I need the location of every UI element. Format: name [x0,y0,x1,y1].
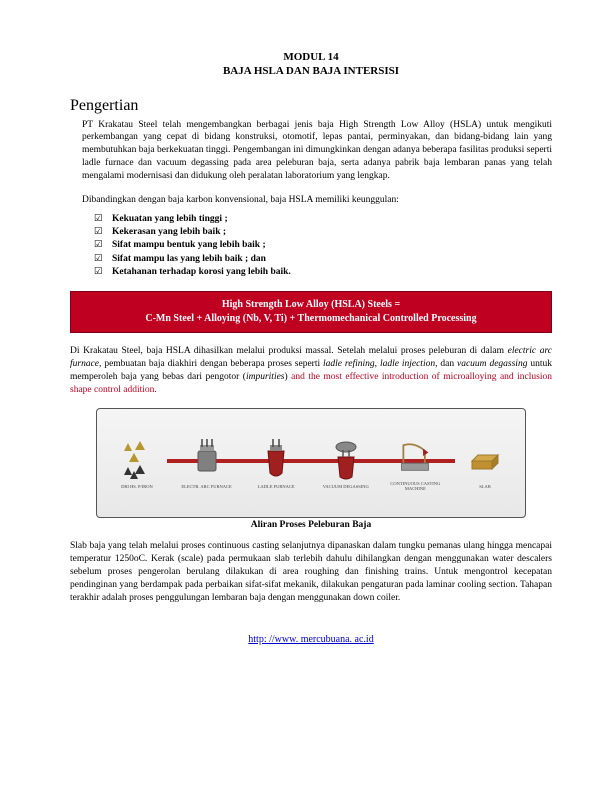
diagram-caption: Aliran Proses Peleburan Baja [70,520,552,530]
module-title: BAJA HSLA DAN BAJA INTERSISI [70,64,552,78]
list-item: Ketahanan terhadap korosi yang lebih bai… [94,266,552,279]
formula-box: High Strength Low Alloy (HSLA) Steels = … [70,291,552,333]
section-title: Pengertian [70,97,552,115]
stage-raw-material: DRI HS. P/IRON [107,437,167,490]
formula-line2: C-Mn Steel + Alloying (Nb, V, Ti) + Ther… [79,312,543,326]
stage-slab: SLAB [455,437,515,490]
stage-vacuum-degassing: VACUUM DEGASSING [316,437,376,490]
ladle-furnace-icon [259,437,293,481]
degassing-icon [329,437,363,481]
slab-paragraph: Slab baja yang telah melalui proses cont… [70,540,552,604]
process-paragraph: Di Krakatau Steel, baja HSLA dihasilkan … [70,345,552,396]
casting-icon [398,434,432,478]
list-item: Kekerasan yang lebih baik ; [94,226,552,239]
list-item: Sifat mampu las yang lebih baik ; dan [94,253,552,266]
process-diagram: DRI HS. P/IRON ELECTR. ARC FURNACE [96,408,526,518]
formula-line1: High Strength Low Alloy (HSLA) Steels = [79,298,543,312]
advantage-list: Kekuatan yang lebih tinggi ; Kekerasan y… [94,213,552,279]
slab-icon [468,437,502,481]
footer-url[interactable]: http: //www. mercubuana. ac.id [248,634,373,645]
process-diagram-wrap: DRI HS. P/IRON ELECTR. ARC FURNACE [70,408,552,518]
footer-link: http: //www. mercubuana. ac.id [70,634,552,645]
stage-ccm: CONTINUOUS CASTING MACHINE [385,434,445,492]
module-number: MODUL 14 [70,50,552,64]
furnace-icon [190,437,224,481]
stage-ladle-furnace: LADLE FURNACE [246,437,306,490]
list-item: Kekuatan yang lebih tinggi ; [94,213,552,226]
lead-line: Dibandingkan dengan baja karbon konvensi… [82,195,552,205]
intro-paragraph: PT Krakatau Steel telah mengembangkan be… [82,119,552,183]
list-item: Sifat mampu bentuk yang lebih baik ; [94,239,552,252]
stage-eaf: ELECTR. ARC FURNACE [177,437,237,490]
raw-material-icon [120,437,154,481]
module-header: MODUL 14 BAJA HSLA DAN BAJA INTERSISI [70,50,552,79]
